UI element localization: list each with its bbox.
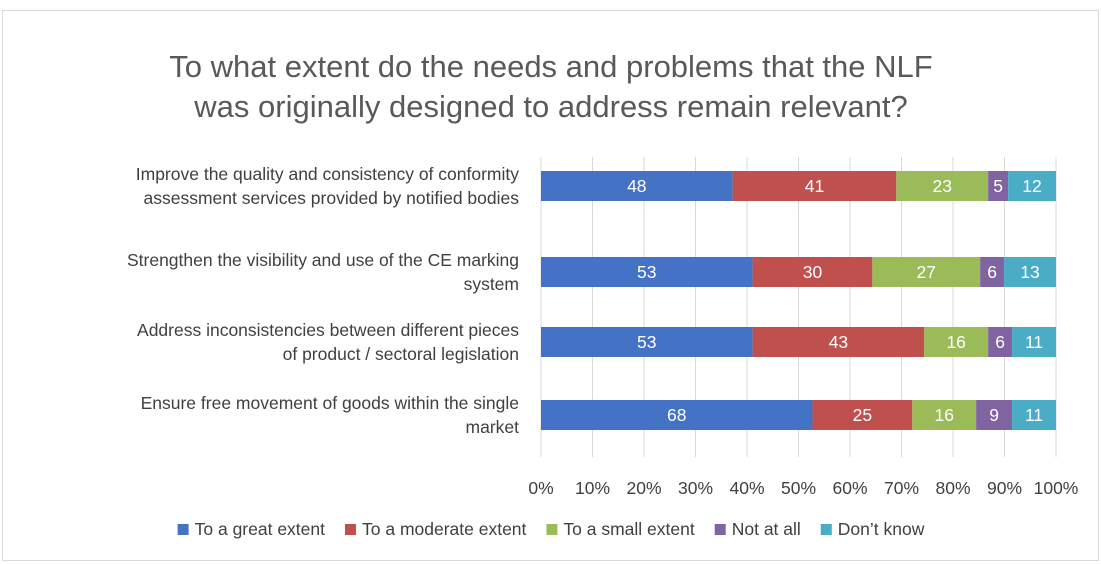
data-label: 43 [829,332,848,352]
chart-frame: To what extent do the needs and problems… [2,10,1099,561]
data-label: 25 [853,405,872,425]
legend-swatch [345,524,357,535]
bar-segment [980,257,1005,287]
data-label: 6 [987,262,997,282]
bar-segment [1008,171,1056,201]
legend-label: To a moderate extent [362,519,527,539]
legend-swatch [546,524,558,535]
category-label: system [464,274,519,294]
data-label: 5 [993,176,1003,196]
bar-segment [912,400,977,430]
data-label: 53 [637,332,656,352]
x-tick-label: 0% [528,478,553,498]
category-label: Strengthen the visibility and use of the… [127,250,519,270]
legend-swatch [177,524,189,535]
category-label: Improve the quality and consistency of c… [136,164,519,184]
data-label: 68 [667,405,686,425]
legend-label: To a great extent [195,519,325,539]
bar-segment [732,171,897,201]
legend-label: Don’t know [838,519,925,539]
bar-segment [541,400,813,430]
data-label: 16 [934,405,953,425]
bar-segment [896,171,989,201]
x-tick-label: 60% [832,478,867,498]
bar-segment [541,327,753,357]
data-label: 53 [637,262,656,282]
x-tick-label: 40% [729,478,764,498]
category-label: Ensure free movement of goods within the… [141,393,519,413]
bar-segment [541,171,733,201]
bar-segment [1004,257,1056,287]
bar-segment [988,171,1009,201]
data-label: 11 [1025,332,1043,352]
bar-segment [1012,327,1056,357]
bar-segment [924,327,989,357]
x-tick-label: 90% [987,478,1022,498]
bar-segment [812,400,913,430]
data-label: 9 [989,405,999,425]
category-label: market [466,417,520,437]
legend-swatch [820,524,832,535]
x-tick-label: 80% [935,478,970,498]
data-label: 48 [627,176,646,196]
bar-segment [752,327,925,357]
bar-segment [988,327,1013,357]
data-label: 13 [1020,262,1039,282]
bar-segment [976,400,1013,430]
data-label: 16 [946,332,965,352]
category-label: Address inconsistencies between differen… [137,320,519,340]
data-label: 23 [932,176,951,196]
bar-segment [1012,400,1056,430]
chart-title-line: was originally designed to address remai… [193,89,907,124]
chart-svg: To what extent do the needs and problems… [127,49,1079,539]
bar-segment [872,257,981,287]
chart-title-line: To what extent do the needs and problems… [169,49,932,84]
data-label: 11 [1025,405,1043,425]
bar-segment [541,257,753,287]
x-tick-label: 50% [781,478,816,498]
legend-swatch [714,524,726,535]
data-label: 6 [995,332,1005,352]
data-label: 41 [805,176,824,196]
category-label: of product / sectoral legislation [283,344,519,364]
x-tick-label: 10% [575,478,610,498]
x-tick-label: 30% [678,478,713,498]
data-label: 27 [917,262,936,282]
category-label: assessment services provided by notified… [144,188,520,208]
bar-segment [752,257,873,287]
x-tick-label: 100% [1034,478,1079,498]
legend-label: Not at all [732,519,801,539]
x-tick-label: 20% [626,478,661,498]
data-label: 30 [803,262,823,282]
data-label: 12 [1022,176,1041,196]
legend-label: To a small extent [563,519,694,539]
x-tick-label: 70% [884,478,919,498]
